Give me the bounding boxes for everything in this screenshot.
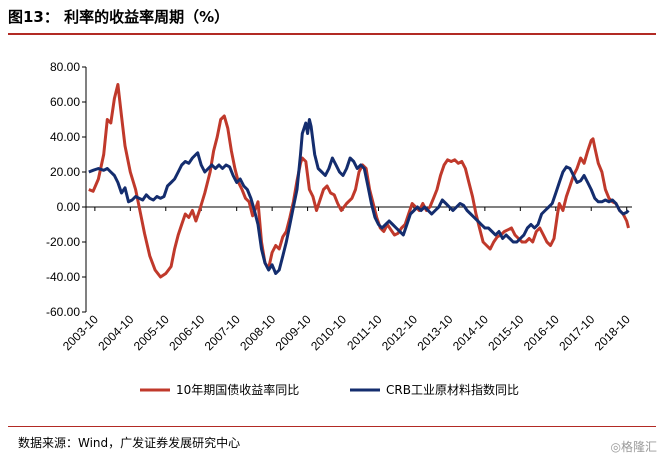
x-tick-label: 2016-10 [521,312,562,353]
figure-title: 图13： 利率的收益率周期（%） [8,8,230,26]
title-divider [8,33,656,35]
y-tick-label: 80.00 [50,60,80,74]
y-tick-label: -60.00 [46,305,80,319]
x-tick-label: 2009-10 [273,312,314,353]
y-tick-label: -40.00 [46,270,80,284]
y-tick-label: 0.00 [57,200,81,214]
line-chart: 80.00 60.00 40.00 20.00 0.00 -20.00 -40.00 -60.… [46,60,633,397]
x-tick-label: 2014-10 [450,312,491,353]
series-line-1 [88,83,630,279]
y-tick-label: 40.00 [50,130,80,144]
y-tick-label: 60.00 [50,95,80,109]
x-tick-label: 2006-10 [166,312,207,353]
x-tick-label: 2012-10 [379,312,420,353]
x-tick-label: 2007-10 [202,312,243,353]
x-tick-label: 2004-10 [95,312,136,353]
x-tick-label: 2005-10 [131,312,172,353]
watermark: ◎格隆汇 [610,440,657,454]
x-axis: 2003-102004-102005-102006-102007-102008-… [60,206,633,353]
x-tick-label: 2018-10 [592,312,633,353]
legend-label-2: CRB工业原材料指数同比 [386,382,519,397]
x-tick-label: 2017-10 [556,312,597,353]
legend: 10年期国债收益率同比 CRB工业原材料指数同比 [140,382,519,397]
y-axis: 80.00 60.00 40.00 20.00 0.00 -20.00 -40.00 -60.… [46,60,87,319]
series-line-2 [88,118,630,275]
source-note: 数据来源：Wind，广发证券发展研究中心 [18,436,241,450]
x-tick-label: 2013-10 [414,312,455,353]
x-tick-label: 2010-10 [308,312,349,353]
legend-label-1: 10年期国债收益率同比 [176,382,299,397]
y-tick-label: -20.00 [46,235,80,249]
y-tick-label: 20.00 [50,165,80,179]
x-tick-label: 2011-10 [344,312,385,353]
x-tick-label: 2015-10 [485,312,526,353]
series-layer [88,83,630,279]
footer-divider [8,426,656,427]
x-tick-label: 2008-10 [237,312,278,353]
